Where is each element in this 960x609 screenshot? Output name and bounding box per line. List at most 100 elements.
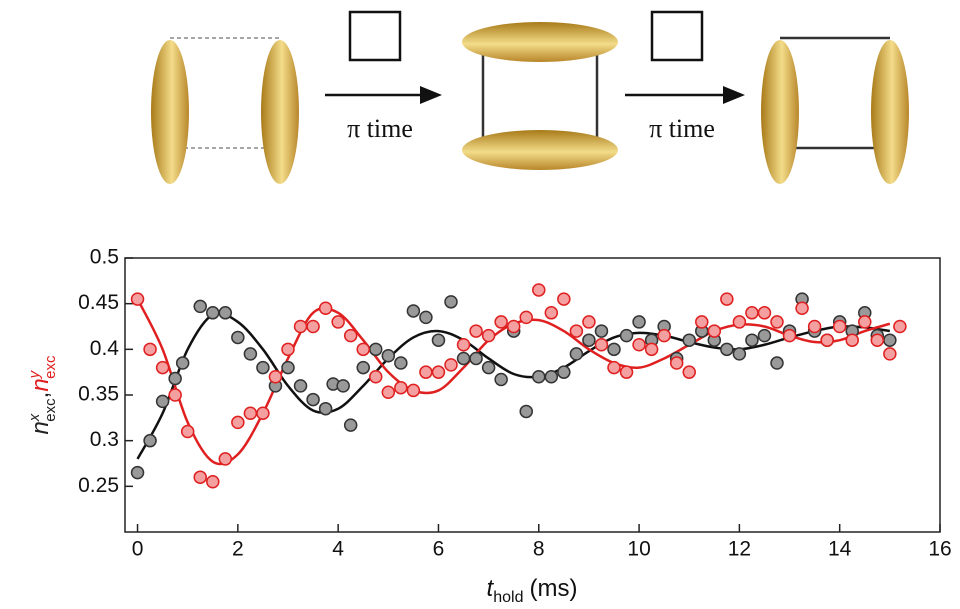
data-point xyxy=(381,385,396,400)
data-point xyxy=(770,315,784,329)
diagram: π time π time xyxy=(151,10,909,184)
x-tick-label: 10 xyxy=(627,538,650,561)
atom-cloud xyxy=(462,130,618,170)
arrow-head xyxy=(723,86,745,104)
data-point xyxy=(557,292,571,306)
data-point xyxy=(720,342,734,357)
label-part: y xyxy=(26,369,43,379)
label-part: t xyxy=(487,575,495,602)
data-point xyxy=(231,415,245,430)
data-point xyxy=(519,310,533,325)
x-tick-label: 4 xyxy=(332,538,344,561)
data-point xyxy=(619,365,634,379)
data-point xyxy=(394,356,408,370)
arrow-label: π time xyxy=(649,114,715,143)
data-point xyxy=(883,333,897,347)
data-point xyxy=(419,310,433,325)
data-point xyxy=(893,319,907,334)
data-point xyxy=(431,365,446,379)
label-part: x xyxy=(26,413,43,422)
label-part: (ms) xyxy=(529,575,577,602)
data-point xyxy=(168,371,182,386)
x-axis-label: thold (ms) xyxy=(487,575,578,606)
label-part: exc xyxy=(42,355,59,379)
x-tick-label: 12 xyxy=(728,538,751,561)
data-point xyxy=(594,338,609,352)
data-point xyxy=(356,342,370,357)
data-point xyxy=(293,319,308,334)
data-point xyxy=(394,380,408,395)
atom-cloud xyxy=(761,40,799,184)
data-point xyxy=(243,406,258,421)
data-point xyxy=(594,324,609,338)
data-point xyxy=(419,365,433,379)
data-point xyxy=(318,401,333,416)
y-tick-label: 0.25 xyxy=(78,474,119,497)
data-point xyxy=(343,328,358,343)
data-point xyxy=(444,358,458,372)
data-point xyxy=(669,356,684,370)
data-point xyxy=(506,319,521,334)
atom-cloud xyxy=(462,22,618,62)
data-point xyxy=(757,328,772,343)
data-point xyxy=(193,299,207,314)
data-point xyxy=(369,369,383,384)
data-point xyxy=(155,394,170,409)
label-part: n xyxy=(27,421,54,434)
data-point xyxy=(306,392,320,407)
data-point xyxy=(619,328,634,343)
data-point xyxy=(130,292,145,306)
data-point xyxy=(143,433,157,448)
pulse-box xyxy=(348,10,402,62)
y-tick-label: 0.4 xyxy=(90,337,120,360)
y-tick-label: 0.45 xyxy=(78,291,119,314)
atom-cloud xyxy=(261,40,299,184)
data-point xyxy=(607,342,621,357)
data-point xyxy=(582,315,596,329)
data-point xyxy=(494,372,508,387)
data-point xyxy=(707,324,722,338)
x-tick-label: 0 xyxy=(132,538,144,561)
data-point xyxy=(883,347,897,361)
data-point xyxy=(481,328,496,343)
data-point xyxy=(281,342,295,357)
data-point xyxy=(206,475,220,489)
x-tick-label: 16 xyxy=(928,538,951,561)
x-tick-label: 14 xyxy=(828,538,852,561)
data-point xyxy=(193,470,207,484)
data-point xyxy=(720,292,734,306)
data-point xyxy=(782,328,797,343)
data-point xyxy=(456,351,471,366)
data-point xyxy=(532,369,546,384)
data-point xyxy=(770,356,784,370)
data-point xyxy=(820,333,834,347)
data-point xyxy=(369,342,383,357)
data-point xyxy=(318,301,333,315)
data-point xyxy=(632,338,646,352)
label-part: n xyxy=(27,378,54,391)
data-point xyxy=(858,315,872,329)
arrow-label: π time xyxy=(347,114,413,143)
data-point xyxy=(356,360,370,375)
data-point xyxy=(795,301,809,315)
label-part: exc xyxy=(42,398,59,422)
data-point xyxy=(469,351,483,366)
data-point xyxy=(343,418,358,432)
x-tick-label: 6 xyxy=(433,538,445,561)
y-axis-label: nxexc,nyexc xyxy=(26,355,59,435)
data-point xyxy=(695,315,709,329)
data-point xyxy=(143,342,157,357)
data-point xyxy=(807,319,822,334)
data-point xyxy=(632,315,646,329)
data-point xyxy=(569,347,584,361)
data-point xyxy=(206,306,220,320)
label-part: , xyxy=(27,392,54,399)
pulse-box xyxy=(650,10,704,62)
data-point xyxy=(243,347,258,361)
data-point xyxy=(331,315,345,329)
data-point xyxy=(168,388,182,402)
data-point xyxy=(557,365,571,379)
arrow-head xyxy=(420,86,442,104)
data-point xyxy=(130,465,145,480)
